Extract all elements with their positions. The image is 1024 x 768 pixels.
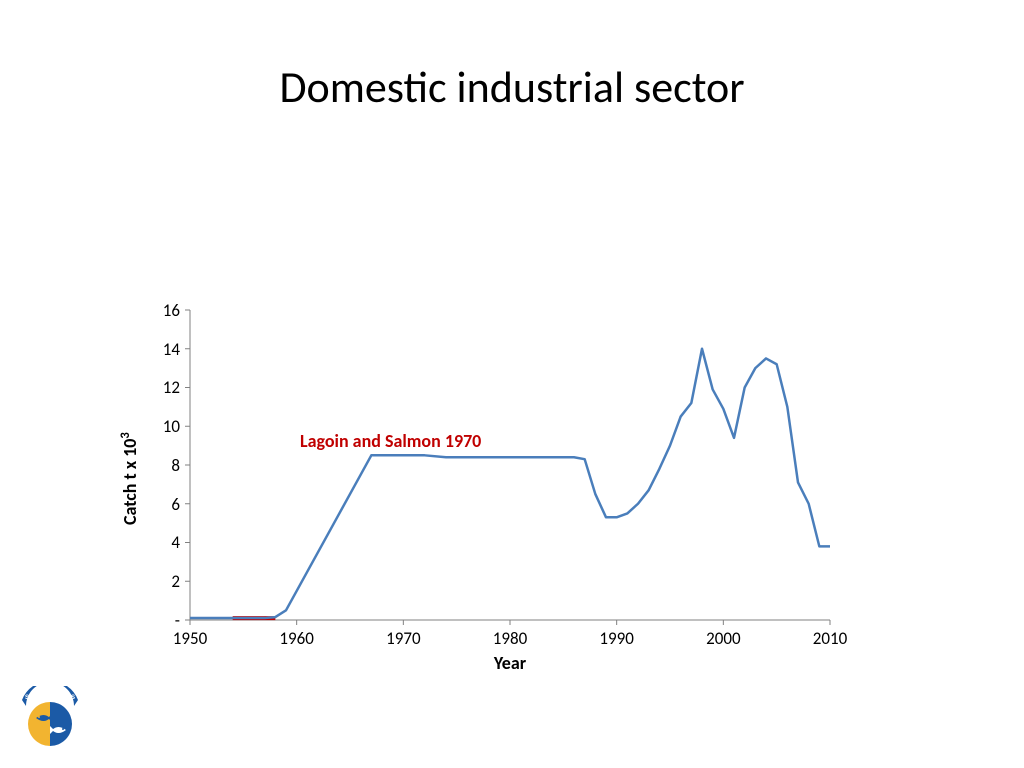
x-tick-label: 1960 (275, 628, 319, 649)
y-tick-label: 2 (171, 571, 180, 592)
y-tick-label: 14 (163, 339, 180, 360)
y-tick-label: 4 (171, 532, 180, 553)
x-tick-label: 1950 (168, 628, 212, 649)
y-tick-label: 12 (163, 377, 180, 398)
plot-area: Lagoin and Salmon 1970 (190, 310, 830, 620)
line-chart: Catch t x 103 Year Lagoin and Salmon 197… (100, 310, 860, 670)
y-tick-label: 8 (171, 455, 180, 476)
x-tick-label: 1980 (488, 628, 532, 649)
y-tick-label: 10 (163, 416, 180, 437)
x-tick-label: 2010 (808, 628, 852, 649)
x-tick-label: 2000 (701, 628, 745, 649)
chart-annotation: Lagoin and Salmon 1970 (300, 430, 481, 452)
slide-title: Domestic industrial sector (0, 60, 1024, 114)
sea-around-us-logo: SEA AROUND US (18, 686, 82, 750)
svg-text:SEA AROUND US: SEA AROUND US (25, 695, 75, 701)
x-tick-label: 1970 (381, 628, 425, 649)
x-tick-label: 1990 (595, 628, 639, 649)
y-tick-label: 16 (163, 300, 180, 321)
y-axis-title: Catch t x 103 (118, 432, 141, 525)
chart-svg (190, 310, 830, 620)
y-tick-label: 6 (171, 494, 180, 515)
x-axis-title: Year (190, 652, 830, 674)
